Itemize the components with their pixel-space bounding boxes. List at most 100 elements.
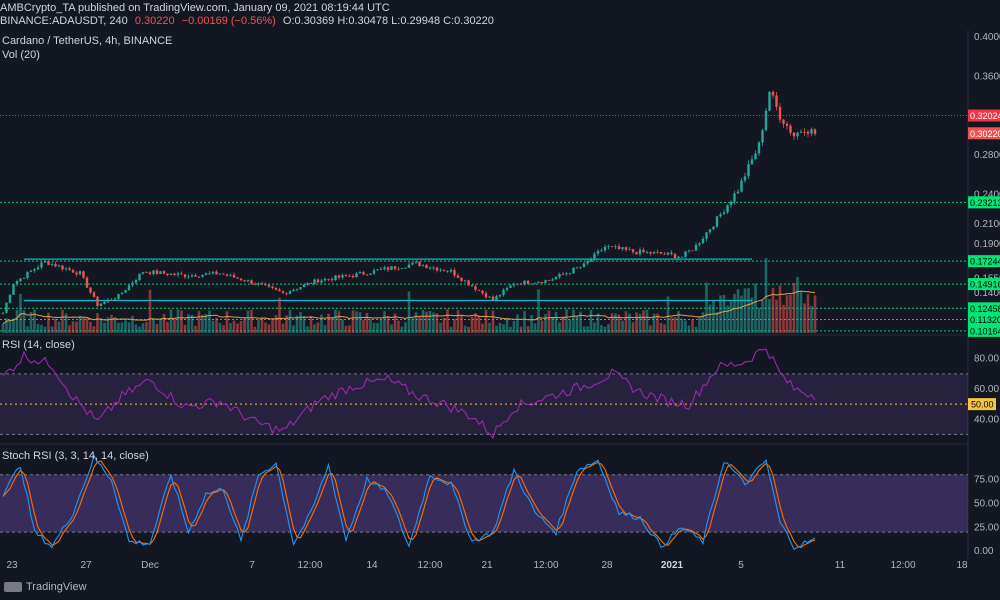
- publish-line: AMBCrypto_TA published on TradingView.co…: [0, 2, 390, 14]
- volume-bar: [663, 324, 666, 333]
- candle-body: [512, 284, 516, 286]
- candle-body: [92, 292, 96, 297]
- candle-body: [635, 252, 638, 255]
- candle-body: [61, 265, 64, 270]
- candle-body: [470, 285, 474, 287]
- volume-bar: [68, 325, 71, 333]
- volume-bar: [127, 322, 131, 333]
- candle-body: [197, 276, 201, 278]
- candle-body: [656, 251, 659, 253]
- volume-bar: [222, 325, 225, 333]
- candle-body: [141, 272, 145, 274]
- volume-bar: [806, 294, 810, 333]
- candle-body: [152, 270, 155, 275]
- candle-body: [82, 271, 85, 278]
- candle-body: [327, 278, 330, 280]
- volume-bar: [145, 322, 148, 333]
- candle-body: [708, 229, 712, 233]
- volume-bar: [260, 317, 264, 333]
- volume-bar: [89, 321, 92, 333]
- candle-body: [22, 277, 26, 279]
- candle-body: [474, 286, 477, 290]
- level-price-tag: [968, 255, 1000, 268]
- candle-body: [680, 256, 684, 258]
- tradingview-logo-icon: [4, 582, 22, 592]
- volume-bar: [715, 311, 719, 333]
- candle-body: [253, 283, 257, 285]
- candle-body: [1, 312, 5, 314]
- candle-body: [355, 273, 358, 278]
- candle-body: [596, 250, 600, 254]
- candle-body: [190, 275, 194, 277]
- candle-body: [379, 269, 383, 270]
- volume-bar: [502, 324, 505, 333]
- volume-bar: [705, 282, 708, 333]
- candle-body: [57, 265, 61, 267]
- volume-bar: [666, 296, 670, 333]
- volume-bar: [726, 305, 729, 333]
- candle-body: [586, 261, 589, 264]
- tradingview-brand[interactable]: TradingView: [4, 581, 87, 593]
- volume-bar: [341, 319, 344, 333]
- volume-bar: [124, 320, 127, 333]
- volume-bar: [390, 324, 393, 333]
- candle-body: [659, 251, 663, 254]
- candle-body: [516, 283, 519, 285]
- volume-bar: [540, 320, 544, 333]
- candle-body: [236, 277, 239, 279]
- volume-bar: [558, 322, 561, 333]
- candle-body: [201, 274, 204, 277]
- candle-body: [628, 249, 631, 251]
- candle-body: [698, 243, 701, 245]
- rsi-label: RSI (14, close): [2, 339, 75, 351]
- candle-body: [435, 267, 439, 271]
- volume-bar: [680, 318, 684, 333]
- volume-bar: [285, 315, 288, 333]
- candle-body: [705, 232, 708, 239]
- candle-body: [404, 267, 407, 269]
- time-tick-label: 21: [481, 560, 493, 571]
- price-tick-label: 0.21000: [974, 219, 1000, 230]
- volume-bar: [771, 287, 775, 333]
- candle-body: [488, 296, 491, 298]
- volume-bar: [232, 320, 236, 333]
- volume-bar: [61, 309, 64, 333]
- rsi-tick-label: 60.00: [974, 384, 999, 395]
- candle-body: [589, 259, 593, 262]
- volume-bar: [302, 316, 306, 333]
- volume-bar: [754, 283, 757, 333]
- volume-bar: [120, 322, 124, 333]
- candle-body: [313, 279, 316, 284]
- candle-body: [593, 253, 596, 260]
- symbol-text: BINANCE:ADAUSDT, 240: [0, 15, 128, 27]
- volume-bar: [750, 297, 754, 333]
- volume-bar: [414, 312, 418, 333]
- candle-body: [306, 283, 309, 285]
- volume-bar: [813, 295, 817, 333]
- volume-bar: [631, 322, 635, 333]
- volume-bar: [288, 310, 292, 333]
- volume-bar: [33, 309, 36, 333]
- volume-bar: [64, 313, 68, 333]
- candle-body: [400, 268, 404, 269]
- candle-body: [603, 246, 607, 251]
- candle-body: [120, 292, 124, 295]
- time-tick-label: 2021: [661, 560, 684, 571]
- candle-body: [390, 266, 393, 270]
- candle-body: [778, 106, 782, 120]
- volume-bar: [617, 314, 621, 333]
- stoch-rsi-label: Stoch RSI (3, 3, 14, 14, close): [2, 450, 149, 462]
- candle-body: [757, 142, 761, 154]
- candle-body: [782, 119, 785, 124]
- candle-body: [554, 277, 558, 280]
- volume-bar: [533, 323, 537, 333]
- candle-body: [362, 272, 365, 275]
- volume-bar: [554, 311, 558, 333]
- volume-bar: [348, 325, 351, 333]
- volume-bar: [344, 325, 348, 333]
- volume-bar: [78, 315, 82, 333]
- candle-body: [796, 132, 799, 137]
- rsi-tick-label: 40.00: [974, 414, 999, 425]
- volume-bar: [418, 316, 421, 333]
